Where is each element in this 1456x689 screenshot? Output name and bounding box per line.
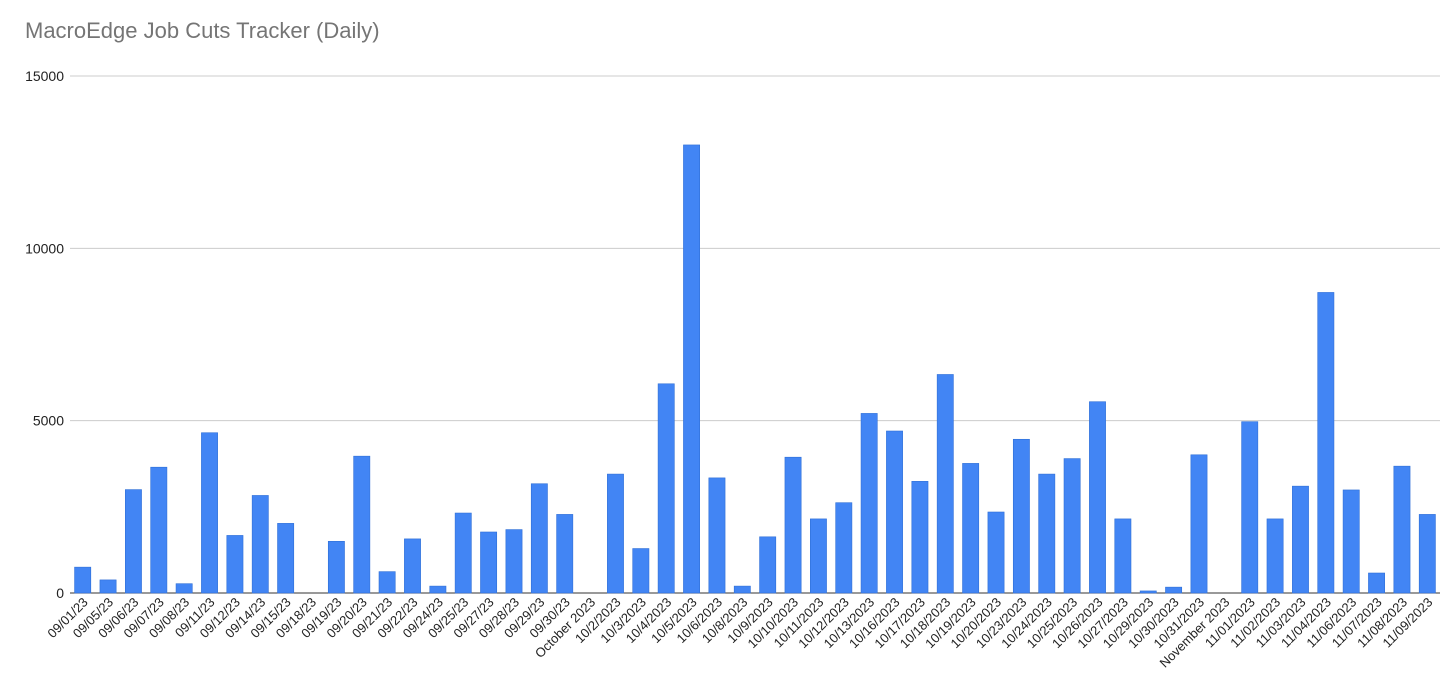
bar bbox=[429, 585, 447, 594]
bar bbox=[74, 566, 92, 594]
bars bbox=[74, 144, 1436, 594]
bar bbox=[1393, 465, 1411, 594]
bar bbox=[530, 483, 548, 594]
bar bbox=[936, 374, 954, 594]
bar bbox=[860, 413, 878, 594]
bar bbox=[1038, 473, 1056, 594]
bar bbox=[1089, 401, 1106, 594]
bar bbox=[378, 571, 396, 594]
bar bbox=[1114, 518, 1132, 594]
bar bbox=[1241, 421, 1259, 594]
bar bbox=[277, 523, 295, 594]
bar bbox=[1165, 586, 1183, 594]
y-tick-label: 5000 bbox=[33, 413, 64, 429]
bar bbox=[1012, 438, 1030, 594]
bar bbox=[708, 477, 726, 594]
bar bbox=[226, 535, 244, 594]
y-tick-label: 15000 bbox=[25, 68, 64, 84]
y-tick-label: 0 bbox=[56, 585, 64, 601]
bar bbox=[657, 383, 675, 594]
bar bbox=[353, 455, 371, 594]
bar bbox=[607, 473, 624, 594]
bar bbox=[404, 538, 421, 594]
bar bbox=[784, 456, 802, 594]
bar bbox=[835, 502, 853, 594]
bar bbox=[1292, 485, 1309, 594]
bar bbox=[1317, 292, 1335, 594]
x-axis-ticks: 09/01/2309/05/2309/06/2309/07/2309/08/23… bbox=[44, 595, 1435, 671]
y-axis-ticks: 0 5000 10000 15000 bbox=[25, 68, 64, 601]
bar bbox=[480, 531, 498, 594]
bar bbox=[1342, 489, 1360, 594]
bar bbox=[1139, 590, 1157, 594]
bar bbox=[683, 144, 700, 594]
bar bbox=[251, 495, 269, 594]
bar bbox=[454, 512, 472, 594]
bar bbox=[1418, 514, 1436, 594]
bar bbox=[632, 548, 650, 594]
bar bbox=[987, 511, 1005, 594]
bar bbox=[556, 514, 574, 594]
bar bbox=[911, 481, 929, 594]
bar bbox=[962, 463, 980, 594]
bar bbox=[327, 540, 345, 594]
bar bbox=[810, 518, 827, 594]
bar bbox=[733, 585, 751, 594]
bar bbox=[175, 583, 193, 594]
bar bbox=[125, 489, 142, 594]
chart-title: MacroEdge Job Cuts Tracker (Daily) bbox=[25, 18, 380, 43]
bar bbox=[99, 579, 117, 594]
bar bbox=[201, 432, 218, 594]
bar bbox=[1063, 458, 1081, 594]
y-tick-label: 10000 bbox=[25, 240, 64, 256]
bar bbox=[150, 466, 168, 594]
bar bbox=[1266, 518, 1284, 594]
grid-lines bbox=[70, 75, 1440, 594]
bar bbox=[1190, 454, 1208, 594]
bar bbox=[1368, 572, 1385, 594]
bar bbox=[505, 529, 523, 594]
bar bbox=[886, 430, 903, 594]
bar bbox=[759, 536, 777, 594]
